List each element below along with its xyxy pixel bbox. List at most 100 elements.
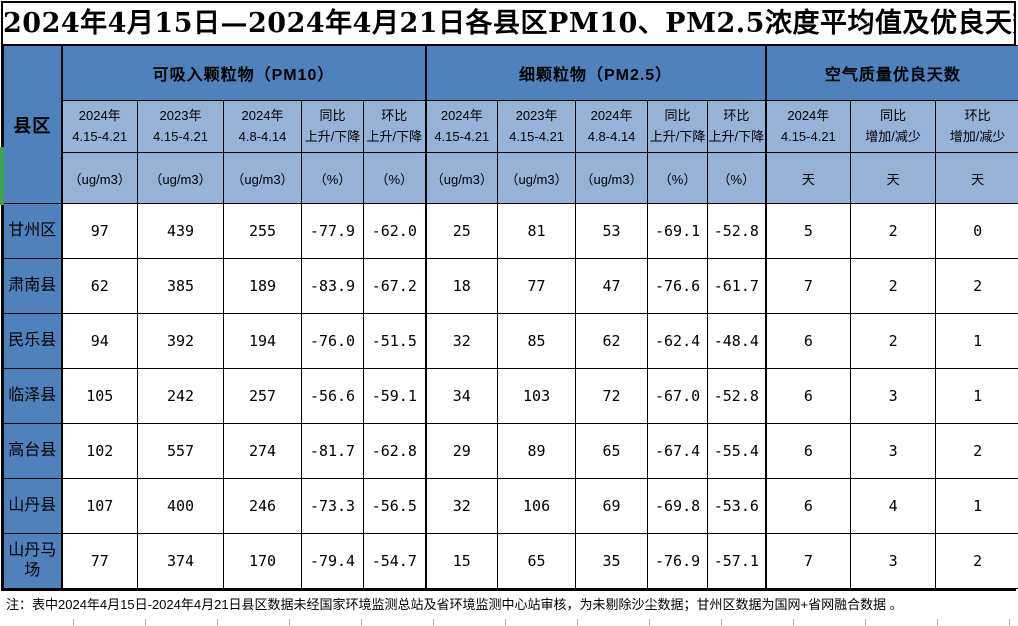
data-cell: -56.6 xyxy=(301,368,364,424)
column-header-line2: 上升/下降 xyxy=(304,128,361,144)
column-header-pm25-prevweek: 2024年 4.8-4.14 xyxy=(575,100,649,153)
data-cell: 94 xyxy=(61,313,138,369)
column-header-pm10-2024: 2024年 4.15-4.21 xyxy=(61,100,138,153)
data-cell: 170 xyxy=(223,533,302,589)
data-cell: 194 xyxy=(223,313,302,369)
data-cell: 102 xyxy=(61,423,138,479)
data-cell: -83.9 xyxy=(301,258,364,314)
unit-header: 天 xyxy=(764,152,852,204)
data-cell: 72 xyxy=(575,368,649,424)
column-header-line2: 4.8-4.14 xyxy=(238,128,287,144)
table-row: 民乐县 94 392 194 -76.0 -51.5 32 85 62 -62.4 -48.4 6 2 1 xyxy=(3,313,1018,369)
table-row: 山丹马场 77 374 170 -79.4 -54.7 15 65 35 -76.9 -57.1 7 3… xyxy=(3,533,1018,589)
column-header-pm10-wow: 环比 上升/下降 xyxy=(362,100,427,153)
data-cell: 35 xyxy=(575,533,649,589)
units-row: （ug/m3） （ug/m3） （ug/m3） （%） （%） （ug/m3） … xyxy=(4,152,1018,204)
table-row: 临泽县 105 242 257 -56.6 -59.1 34 103 72 -67.0 -52.8 6… xyxy=(3,368,1018,424)
column-header-pm10-yoy: 同比 上升/下降 xyxy=(301,100,364,153)
data-cell: -62.8 xyxy=(362,423,427,479)
column-header-line1: 2023年 xyxy=(159,108,202,124)
column-header-pm25-2023: 2023年 4.15-4.21 xyxy=(497,100,577,153)
data-cell: 7 xyxy=(764,258,852,314)
data-cell: -67.2 xyxy=(362,258,427,314)
data-cell: -73.3 xyxy=(301,478,364,534)
table-row: 肃南县 62 385 189 -83.9 -67.2 18 77 47 -76.6 -61.7 7 2 2 xyxy=(3,258,1018,314)
unit-header: （%） xyxy=(707,152,767,204)
data-cell: 5 xyxy=(764,203,852,259)
column-header-pm25-yoy: 同比 上升/下降 xyxy=(647,100,709,153)
unit-header: （ug/m3） xyxy=(137,152,224,204)
table-row: 甘州区 97 439 255 -77.9 -62.0 25 81 53 -69.1 -52.8 5 2 0 xyxy=(3,203,1018,259)
unit-header: 天 xyxy=(850,152,937,204)
data-cell: -54.7 xyxy=(362,533,427,589)
data-cell: 107 xyxy=(61,478,138,534)
data-cell: 374 xyxy=(137,533,224,589)
data-cell: -56.5 xyxy=(362,478,427,534)
data-cell: 1 xyxy=(935,478,1018,534)
column-header-pm25-wow: 环比 上升/下降 xyxy=(707,100,767,153)
table-row: 高台县 102 557 274 -81.7 -62.8 29 89 65 -67.4 -55.4 6 3… xyxy=(3,423,1018,479)
data-cell: 385 xyxy=(137,258,224,314)
data-cell: 189 xyxy=(223,258,302,314)
column-group-pm25: 细颗粒物（PM2.5） xyxy=(424,45,767,101)
column-header-line2: 上升/下降 xyxy=(649,128,706,144)
data-cell: -55.4 xyxy=(707,423,767,479)
table-row: 山丹县 107 400 246 -73.3 -56.5 32 106 69 -69.8 -53.6 6… xyxy=(3,478,1018,534)
data-cell: -67.4 xyxy=(647,423,709,479)
data-cell: 77 xyxy=(61,533,138,589)
data-cell: -69.1 xyxy=(647,203,709,259)
column-header-line1: 环比 xyxy=(964,108,991,124)
column-header-line1: 同比 xyxy=(664,108,691,124)
column-header-line1: 2024年 xyxy=(78,108,121,124)
data-cell: -62.0 xyxy=(362,203,427,259)
data-cell: 97 xyxy=(61,203,138,259)
data-cell: 32 xyxy=(424,478,499,534)
data-cell: 2 xyxy=(850,313,937,369)
data-cell: -76.9 xyxy=(647,533,709,589)
column-header-line2: 4.15-4.21 xyxy=(509,128,565,144)
data-cell: -67.0 xyxy=(647,368,709,424)
data-cell: 65 xyxy=(575,423,649,479)
data-cell: 2 xyxy=(935,533,1018,589)
column-header-line1: 环比 xyxy=(381,108,408,124)
data-cell: 3 xyxy=(850,368,937,424)
unit-header: （ug/m3） xyxy=(497,152,577,204)
unit-header: （ug/m3） xyxy=(575,152,649,204)
column-header-line2: 4.15-4.21 xyxy=(153,128,208,144)
data-cell: -48.4 xyxy=(707,313,767,369)
subheader-row: 2024年 4.15-4.21 2023年 4.15-4.21 2024年 4.… xyxy=(4,100,1018,153)
data-cell: 7 xyxy=(764,533,852,589)
data-cell: 53 xyxy=(575,203,649,259)
unit-header: （%） xyxy=(362,152,427,204)
group-header-row: 县区 可吸入颗粒物（PM10） 细颗粒物（PM2.5） 空气质量优良天数 xyxy=(3,45,1018,204)
data-cell: 4 xyxy=(850,478,937,534)
data-cell: 257 xyxy=(223,368,302,424)
data-cell: 47 xyxy=(575,258,649,314)
data-cell: -57.1 xyxy=(707,533,767,589)
row-header-county: 山丹马场 xyxy=(3,533,63,589)
data-cell: 106 xyxy=(497,478,577,534)
row-header-county: 民乐县 xyxy=(3,313,63,369)
data-cell: 18 xyxy=(424,258,499,314)
column-header-line1: 2024年 xyxy=(787,108,830,124)
data-cell: -51.5 xyxy=(362,313,427,369)
unit-header: 天 xyxy=(935,152,1018,204)
column-header-line2: 上升/下降 xyxy=(708,128,765,144)
unit-header: （ug/m3） xyxy=(223,152,302,204)
data-cell: 65 xyxy=(497,533,577,589)
column-header-pm10-prevweek: 2024年 4.8-4.14 xyxy=(223,100,302,153)
column-header-days-yoy: 同比 增加/减少 xyxy=(850,100,937,153)
table-title: 2024年4月15日—2024年4月21日各县区PM10、PM2.5浓度平均值及… xyxy=(3,3,1014,45)
data-cell: 274 xyxy=(223,423,302,479)
air-quality-table: 县区 可吸入颗粒物（PM10） 细颗粒物（PM2.5） 空气质量优良天数 202… xyxy=(3,45,1018,589)
data-cell: 62 xyxy=(61,258,138,314)
column-header-line1: 同比 xyxy=(319,108,346,124)
table-frame: 2024年4月15日—2024年4月21日各县区PM10、PM2.5浓度平均值及… xyxy=(1,1,1018,591)
column-header-line2: 上升/下降 xyxy=(366,128,423,144)
data-cell: 0 xyxy=(935,203,1018,259)
data-cell: 25 xyxy=(424,203,499,259)
column-header-line1: 2024年 xyxy=(241,108,284,124)
data-cell: 105 xyxy=(61,368,138,424)
data-cell: 439 xyxy=(137,203,224,259)
